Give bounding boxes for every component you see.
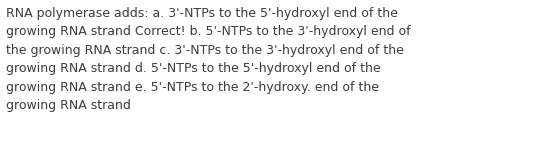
Text: RNA polymerase adds: a. 3'-NTPs to the 5'-hydroxyl end of the
growing RNA strand: RNA polymerase adds: a. 3'-NTPs to the 5… <box>6 7 410 112</box>
